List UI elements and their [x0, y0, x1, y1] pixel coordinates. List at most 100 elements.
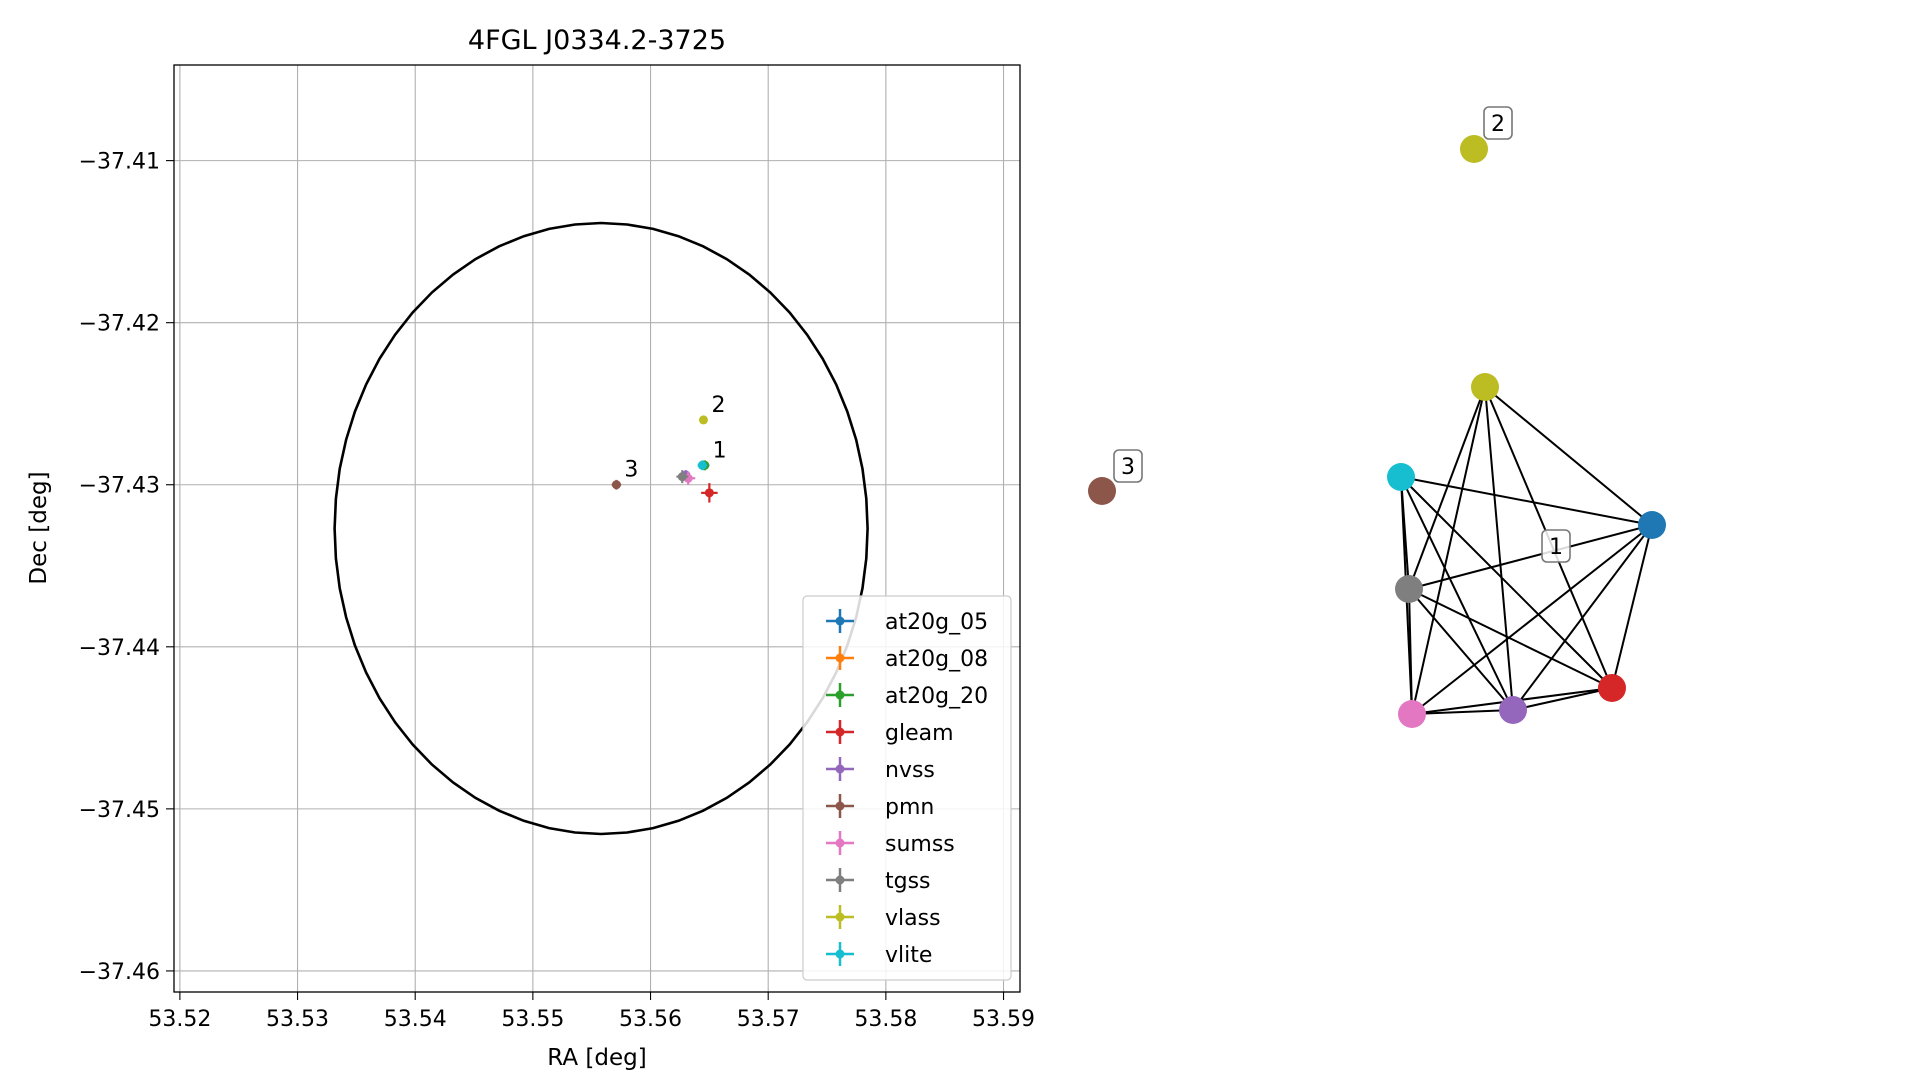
legend-swatch-marker	[835, 616, 845, 626]
graph-node-vlass-a	[1471, 373, 1499, 401]
x-axis-label: RA [deg]	[547, 1045, 646, 1071]
x-tick-label: 53.56	[619, 1007, 682, 1032]
x-tick-label: 53.54	[384, 1007, 447, 1032]
legend-label: vlass	[885, 906, 941, 931]
graph-edge	[1400, 476, 1514, 711]
graph-edge	[1484, 386, 1653, 526]
point-annotation: 3	[624, 458, 638, 483]
graph-edge	[1408, 588, 1413, 715]
graph-edge	[1411, 709, 1514, 715]
legend-label: sumss	[885, 832, 955, 857]
legend-entry-vlite: vlite	[826, 942, 932, 968]
x-tick-label: 53.57	[737, 1007, 800, 1032]
legend-entry-at20g_08: at20g_08	[826, 646, 988, 672]
graph-label-2: 2	[1483, 106, 1513, 140]
graph-label-text: 3	[1121, 455, 1135, 480]
point-pmn	[611, 479, 622, 490]
point-gleam	[701, 483, 718, 503]
legend-swatch-marker	[835, 801, 845, 811]
marker	[697, 460, 707, 470]
graph-labels: 1 2 3	[1113, 106, 1571, 563]
legend-label: tgss	[885, 869, 931, 894]
x-tick-label: 53.53	[266, 1007, 329, 1032]
graph-edge	[1400, 476, 1410, 590]
point-annotation: 2	[711, 393, 725, 418]
grid	[174, 65, 1020, 992]
legend-swatch-marker	[835, 690, 845, 700]
x-tick-label: 53.52	[148, 1007, 211, 1032]
marker	[698, 415, 708, 425]
legend-label: at20g_08	[885, 647, 988, 672]
marker	[704, 488, 714, 498]
graph-edge	[1408, 588, 1514, 711]
graph-node-vlass-b	[1460, 135, 1488, 163]
graph-label-box	[1541, 529, 1571, 563]
legend-entry-at20g_05: at20g_05	[826, 609, 988, 635]
legend-entry-at20g_20: at20g_20	[826, 683, 988, 709]
graph-edge	[1400, 476, 1653, 526]
point-vlass	[698, 415, 708, 425]
legend-label: gleam	[885, 721, 954, 746]
graph-edge	[1512, 524, 1653, 711]
legend-swatch-marker	[835, 838, 845, 848]
y-tick-label: −37.43	[79, 474, 160, 499]
x-tick-label: 53.55	[501, 1007, 564, 1032]
graph-nodes	[1088, 135, 1666, 728]
point-tgss	[676, 470, 689, 484]
chart-title: 4FGL J0334.2-3725	[468, 25, 726, 56]
legend-label: vlite	[885, 943, 932, 968]
error-ellipse-layer	[333, 221, 869, 836]
graph-node-at20g_05	[1638, 511, 1666, 539]
legend-entry-gleam: gleam	[826, 720, 954, 746]
graph-label-text: 2	[1491, 112, 1505, 137]
legend-label: at20g_20	[885, 684, 988, 709]
graph-edge	[1611, 524, 1653, 689]
marker	[677, 472, 687, 482]
graph-label-box	[1483, 106, 1513, 140]
scatter-panel: 123 53.52 53.53 53.54 53.55 53.56 53.57 53.58 5…	[26, 25, 1035, 1071]
marker	[611, 480, 621, 490]
y-tick-label: −37.44	[79, 636, 160, 661]
legend-swatch-marker	[835, 653, 845, 663]
graph-edge	[1484, 386, 1514, 711]
axis-ticks: 53.52 53.53 53.54 53.55 53.56 53.57 53.58 53.59…	[79, 150, 1035, 1032]
graph-node-gleam	[1598, 674, 1626, 702]
y-tick-label: −37.42	[79, 312, 160, 337]
point-annotation: 1	[713, 438, 727, 463]
legend-box	[802, 595, 1012, 981]
graph-edge	[1408, 524, 1653, 590]
legend-swatch-marker	[835, 875, 845, 885]
legend-entry-pmn: pmn	[826, 794, 934, 820]
legend-swatch-marker	[835, 727, 845, 737]
y-tick-label: −37.46	[79, 960, 160, 985]
graph-label-text: 1	[1549, 535, 1563, 560]
graph-node-nvss	[1499, 696, 1527, 724]
graph-label-3: 3	[1113, 449, 1143, 483]
plot-frame	[173, 64, 1021, 993]
graph-edge	[1408, 386, 1486, 590]
legend-swatch-marker	[835, 912, 845, 922]
legend-swatch-marker	[835, 949, 845, 959]
graph-node-tgss	[1395, 575, 1423, 603]
graph-label-1: 1	[1541, 529, 1571, 563]
legend-label: pmn	[885, 795, 934, 820]
graph-node-vlite	[1387, 463, 1415, 491]
y-axis-label: Dec [deg]	[26, 471, 52, 584]
x-tick-label: 53.58	[854, 1007, 917, 1032]
legend-entry-vlass: vlass	[826, 905, 941, 931]
graph-panel: 1 2 3	[1088, 106, 1666, 728]
graph-edge	[1408, 588, 1613, 689]
point-vlite	[697, 460, 708, 471]
graph-node-pmn	[1088, 477, 1116, 505]
graph-node-sumss	[1398, 700, 1426, 728]
graph-edge	[1411, 524, 1653, 715]
x-tick-label: 53.59	[972, 1007, 1035, 1032]
error-ellipse	[333, 221, 869, 836]
annotation-layer: 1 2 3	[624, 393, 726, 483]
graph-edges	[1400, 386, 1653, 715]
graph-label-box	[1113, 449, 1143, 483]
y-tick-label: −37.45	[79, 798, 160, 823]
legend-entry-tgss: tgss	[826, 868, 931, 894]
